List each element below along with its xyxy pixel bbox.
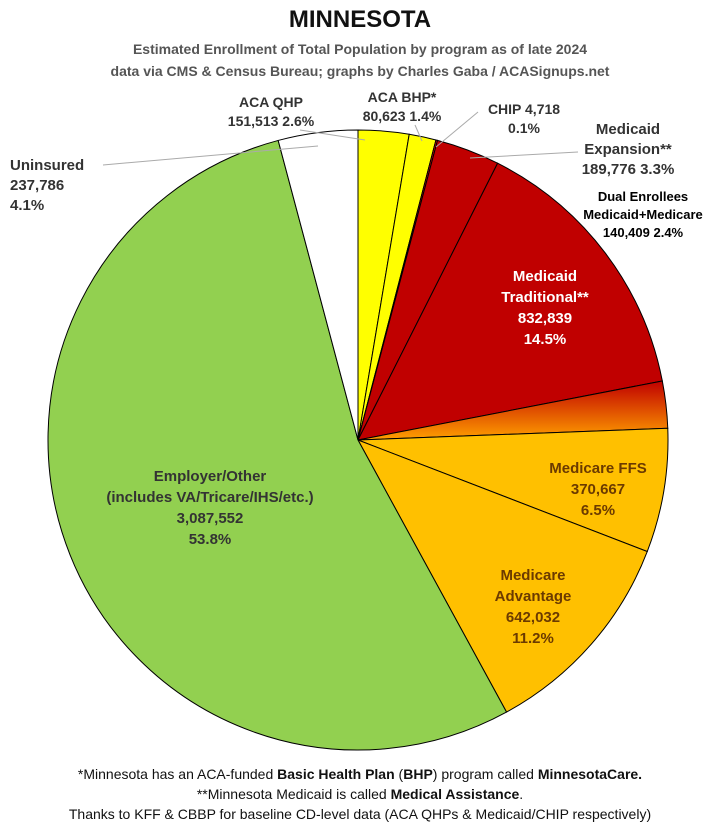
label-medicaid-traditional-value: 832,839 (517, 310, 573, 327)
label-medicare-advantage-name1: Medicare (500, 567, 566, 584)
label-aca-qhp: ACA QHP 151,513 2.6% (216, 93, 326, 131)
footnote-medicaid-bold: Medical Assistance (390, 786, 520, 802)
pie-slice-medicaid-traditional (357, 162, 663, 441)
label-chip: CHIP 4,718 0.1% (474, 100, 574, 138)
label-dual-enrollees-value: 140,409 2.4% (602, 225, 684, 240)
label-medicare-ffs: Medicare FFS 370,667 6.5% (528, 458, 668, 521)
label-medicaid-expansion-name1: Medicaid (595, 121, 661, 138)
footnote-bhp-text2: ( (394, 766, 404, 782)
label-medicare-ffs-value: 370,667 (570, 481, 626, 498)
leader-line-chip (435, 111, 479, 148)
pie-slice-employer-other-includes-va-tricare-ihs-etc (47, 139, 508, 751)
label-dual-enrollees-name2: Medicaid+Medicare (583, 207, 703, 222)
label-uninsured-name: Uninsured (10, 157, 85, 174)
leader-line-medicaid-expansion (469, 151, 579, 159)
chart-subtitle-line2: data via CMS & Census Bureau; graphs by … (110, 63, 610, 79)
leader-line-aca-bhp (414, 124, 423, 142)
footnote-medicaid-text2: . (519, 786, 524, 802)
label-aca-bhp-name: ACA BHP* (367, 89, 437, 105)
label-medicaid-traditional: Medicaid Traditional** 832,839 14.5% (475, 266, 615, 350)
leader-line-uninsured (102, 145, 319, 166)
label-aca-qhp-name: ACA QHP (238, 94, 304, 110)
label-dual-enrollees-name1: Dual Enrollees (597, 189, 689, 204)
label-medicare-advantage-value: 642,032 (505, 609, 561, 626)
footnote-bhp-bold1: Basic Health Plan (277, 766, 395, 782)
label-medicare-advantage: Medicare Advantage 642,032 11.2% (473, 565, 593, 649)
leader-lines (102, 111, 579, 166)
chart-subtitle-line1: Estimated Enrollment of Total Population… (132, 41, 588, 57)
label-uninsured-percent: 4.1% (10, 197, 45, 214)
label-chip-name: CHIP 4,718 (487, 101, 561, 117)
label-medicaid-expansion-value: 189,776 3.3% (581, 161, 675, 178)
label-medicaid-expansion-name2: Expansion** (584, 141, 672, 158)
label-medicaid-traditional-name1: Medicaid (512, 268, 578, 285)
label-uninsured: Uninsured 237,786 4.1% (10, 156, 105, 216)
label-aca-qhp-value: 151,513 2.6% (227, 113, 315, 129)
label-aca-bhp-value: 80,623 1.4% (362, 108, 442, 124)
label-medicaid-traditional-percent: 14.5% (523, 331, 567, 348)
label-employer-other-percent: 53.8% (188, 531, 232, 548)
footnote-medicaid: **Minnesota Medicaid is called Medical A… (0, 785, 720, 804)
pie-slices (47, 129, 669, 751)
label-aca-bhp: ACA BHP* 80,623 1.4% (352, 88, 452, 126)
label-dual-enrollees: Dual Enrollees Medicaid+Medicare 140,409… (568, 188, 718, 242)
label-medicaid-expansion: Medicaid Expansion** 189,776 3.3% (548, 120, 708, 180)
label-employer-other-value: 3,087,552 (176, 510, 244, 527)
footnote-bhp-text1: *Minnesota has an ACA-funded (77, 766, 278, 782)
label-employer-other-name2: (includes VA/Tricare/IHS/etc.) (106, 489, 314, 506)
label-medicare-advantage-name2: Advantage (494, 588, 572, 605)
label-employer-other-name1: Employer/Other (153, 468, 267, 485)
label-medicaid-traditional-name2: Traditional** (501, 289, 589, 306)
footnote-bhp-bold2: BHP (403, 766, 433, 782)
label-uninsured-value: 237,786 (10, 177, 65, 194)
footnote-bhp: *Minnesota has an ACA-funded Basic Healt… (0, 765, 720, 784)
label-employer-other: Employer/Other (includes VA/Tricare/IHS/… (70, 466, 350, 550)
footnote-bhp-bold3: MinnesotaCare. (537, 766, 643, 782)
chart-title: MINNESOTA (288, 6, 432, 33)
label-chip-value: 0.1% (508, 120, 540, 136)
leader-line-aca-qhp (299, 129, 366, 141)
label-medicare-advantage-percent: 11.2% (512, 630, 554, 647)
label-medicare-ffs-percent: 6.5% (580, 502, 616, 519)
label-medicare-ffs-name: Medicare FFS (549, 460, 647, 477)
footnote-thanks: Thanks to KFF & CBBP for baseline CD-lev… (68, 806, 652, 822)
pie-slice-medicare-ffs (357, 427, 669, 553)
footnote-bhp-text3: ) program called (432, 766, 538, 782)
footnote-medicaid-text1: **Minnesota Medicaid is called (196, 786, 391, 802)
pie-slice-medicare-advantage (356, 439, 648, 713)
